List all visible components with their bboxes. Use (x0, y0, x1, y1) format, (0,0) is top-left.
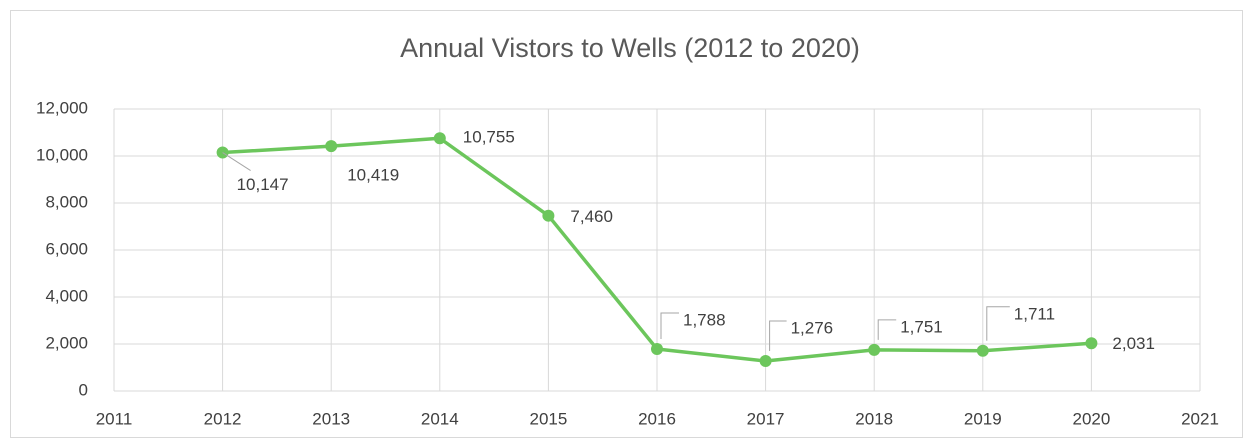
data-label: 10,755 (463, 128, 515, 147)
x-tick-label: 2016 (638, 409, 676, 428)
y-tick-label: 4,000 (45, 286, 88, 305)
y-tick-label: 12,000 (36, 98, 88, 117)
leader-line (660, 312, 679, 339)
x-tick-label: 2020 (1072, 409, 1110, 428)
data-point (433, 132, 446, 145)
y-tick-label: 0 (79, 380, 88, 399)
x-tick-label: 2017 (747, 409, 785, 428)
data-label: 10,147 (237, 175, 289, 194)
data-point (976, 344, 989, 357)
y-tick-label: 8,000 (45, 192, 88, 211)
leader-line (986, 306, 1010, 341)
y-tick-label: 6,000 (45, 239, 88, 258)
x-tick-label: 2011 (96, 409, 133, 428)
data-point (1085, 337, 1098, 350)
leader-line (769, 320, 787, 352)
y-tick-label: 2,000 (45, 333, 88, 352)
leader-line (877, 319, 897, 340)
leader-line (222, 152, 251, 171)
data-label: 7,460 (570, 207, 613, 226)
chart-border (10, 10, 1243, 438)
x-tick-label: 2013 (312, 409, 350, 428)
data-point (542, 209, 555, 222)
x-tick-label: 2021 (1181, 409, 1219, 428)
data-label: 1,751 (900, 317, 943, 336)
data-label: 10,419 (347, 166, 399, 185)
data-point (651, 342, 663, 355)
data-point (868, 343, 881, 356)
data-label: 2,031 (1112, 334, 1155, 353)
data-point (325, 140, 338, 153)
data-point (759, 355, 772, 368)
data-label: 1,711 (1014, 304, 1055, 323)
data-label: 1,276 (791, 318, 834, 337)
chart-title: Annual Vistors to Wells (2012 to 2020) (400, 33, 860, 63)
x-tick-label: 2014 (421, 409, 459, 428)
x-tick-label: 2019 (964, 409, 1002, 428)
data-label: 1,788 (683, 310, 726, 329)
x-tick-label: 2012 (204, 409, 242, 428)
x-tick-label: 2018 (855, 409, 893, 428)
x-tick-label: 2015 (529, 409, 567, 428)
y-tick-label: 10,000 (36, 145, 88, 164)
